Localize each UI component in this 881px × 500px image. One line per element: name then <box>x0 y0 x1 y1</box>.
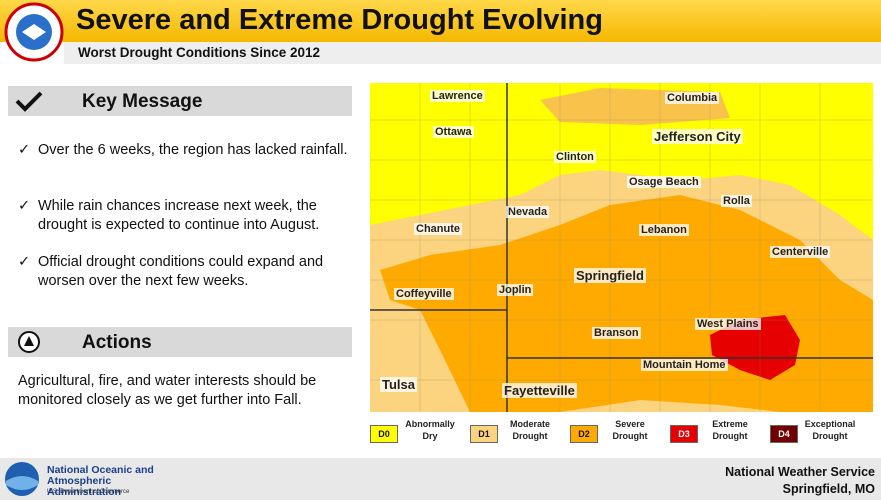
subtitle: Worst Drought Conditions Since 2012 <box>78 45 321 60</box>
city-label: Tulsa <box>380 377 417 392</box>
header-band <box>0 0 881 42</box>
check-icon <box>15 91 43 112</box>
legend-label: Extreme Drought <box>712 419 748 441</box>
legend-label: Abnormally Dry <box>405 419 455 441</box>
city-label: Lawrence <box>430 90 485 102</box>
noaa-logo <box>5 462 39 496</box>
actions-bar: Actions <box>8 327 352 357</box>
city-label: Lebanon <box>639 224 689 236</box>
key-message-bar: Key Message <box>8 86 352 116</box>
legend-swatch: D0 <box>370 425 398 443</box>
legend-label: Moderate Drought <box>509 419 550 441</box>
key-message-title: Key Message <box>82 91 203 112</box>
bullet: Official drought conditions could expand… <box>18 253 368 291</box>
city-label: Chanute <box>414 223 462 235</box>
city-label: Mountain Home <box>641 359 728 371</box>
city-label: Clinton <box>554 151 596 163</box>
noaa-name: National Oceanic and Atmospheric Adminis… <box>47 464 154 498</box>
legend-swatch: D2 <box>570 425 598 443</box>
location: Springfield, MO <box>782 482 875 496</box>
city-label: West Plains <box>695 318 761 330</box>
bullet: Over the 6 weeks, the region has lacked … <box>18 141 368 160</box>
bullet: While rain chances increase next week, t… <box>18 197 368 235</box>
city-label: Coffeyville <box>394 288 454 300</box>
noaa-dept: U.S. Department of Commerce <box>47 489 130 495</box>
actions-text: Agricultural, fire, and water interests … <box>18 373 317 408</box>
office: National Weather Service <box>725 465 875 479</box>
city-label: Rolla <box>721 195 752 207</box>
city-label: Joplin <box>497 284 534 296</box>
city-label: Ottawa <box>433 126 474 138</box>
nws-logo <box>4 2 64 62</box>
legend-swatch: D3 <box>670 425 698 443</box>
subtitle-band <box>64 42 881 64</box>
city-label: Centerville <box>770 246 831 258</box>
legend-swatch: D4 <box>770 425 798 443</box>
city-label: Columbia <box>665 92 720 104</box>
city-label: Fayetteville <box>502 383 577 398</box>
legend-label: Severe Drought <box>612 419 648 441</box>
legend-swatch: D1 <box>470 425 498 443</box>
actions-icon <box>18 331 40 353</box>
footer-band <box>0 458 881 500</box>
city-label: Nevada <box>506 206 550 218</box>
legend-label: Exceptional Drought <box>804 419 856 441</box>
city-label: Branson <box>592 327 641 339</box>
title: Severe and Extreme Drought Evolving <box>76 4 603 36</box>
city-label: Jefferson City <box>652 129 743 144</box>
actions-title: Actions <box>82 332 152 353</box>
city-label: Springfield <box>574 268 646 283</box>
city-label: Osage Beach <box>627 176 701 188</box>
